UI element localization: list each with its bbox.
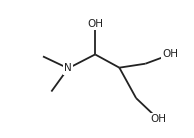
Text: OH: OH	[151, 114, 166, 124]
Text: OH: OH	[87, 19, 103, 29]
Text: OH: OH	[163, 49, 178, 59]
Text: N: N	[64, 63, 72, 73]
